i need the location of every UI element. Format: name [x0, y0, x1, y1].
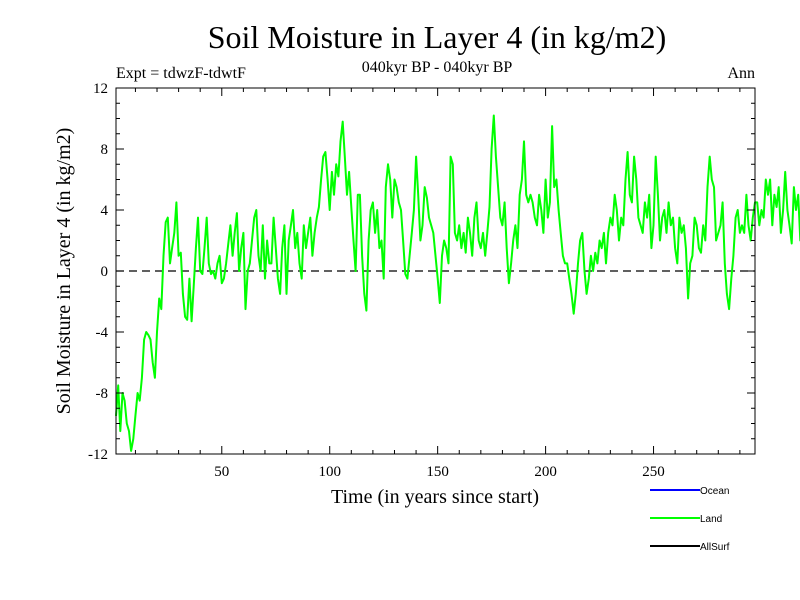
y-tick-label: 8 — [101, 142, 109, 158]
legend-label-ocean: Ocean — [700, 486, 729, 497]
y-axis-label: Soil Moisture in Layer 4 (in kg/m2) — [53, 128, 75, 415]
x-axis-label: Time (in years since start) — [331, 486, 539, 508]
x-tick-label: 150 — [426, 464, 449, 480]
chart-title: Soil Moisture in Layer 4 (in kg/m2) — [208, 19, 667, 55]
y-tick-label: 12 — [93, 81, 108, 97]
legend-label-allsurf: AllSurf — [700, 542, 730, 553]
x-tick-label: 200 — [534, 464, 557, 480]
expt-label: Expt = tdwzF-tdwtF — [116, 65, 246, 82]
legend: Ocean Land AllSurf — [650, 486, 730, 553]
plot-area: 50 100 150 200 250 -12 -8 -4 0 4 8 12 — [88, 81, 800, 480]
x-tick-label: 250 — [642, 464, 665, 480]
y-tick-label: -8 — [96, 386, 109, 402]
y-tick-label: -4 — [96, 325, 109, 341]
y-tick-label: 0 — [101, 264, 109, 280]
y-tick-label: 4 — [101, 203, 109, 219]
series-line-land — [115, 114, 800, 452]
legend-label-land: Land — [700, 514, 722, 525]
x-tick-label: 100 — [318, 464, 341, 480]
season-label: Ann — [727, 65, 755, 82]
y-tick-label: -12 — [88, 447, 108, 463]
x-tick-label: 50 — [214, 464, 229, 480]
chart-subtitle: 040kyr BP - 040kyr BP — [362, 59, 513, 76]
